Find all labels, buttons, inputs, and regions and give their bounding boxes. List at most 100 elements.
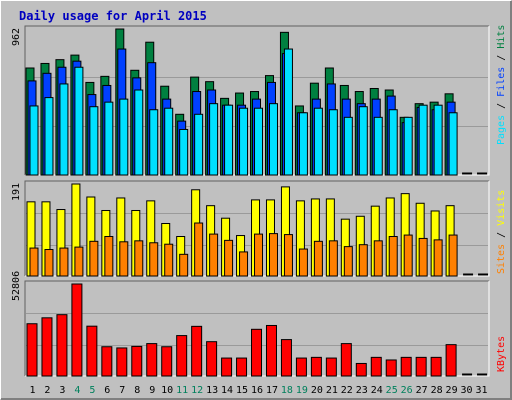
kbytes-legend: KBytes <box>496 336 507 372</box>
pages-bar <box>358 106 368 176</box>
pages-bar <box>74 66 84 176</box>
kbytes-bar-fill <box>400 356 412 377</box>
kbytes-bar <box>116 347 128 377</box>
x-tick-label: 6 <box>104 385 110 396</box>
pages-bar <box>89 106 99 176</box>
sites-bar <box>433 239 443 277</box>
kbytes-bar <box>430 356 442 377</box>
kbytes-bar-fill <box>415 356 427 377</box>
kbytes-bar-fill <box>295 357 307 377</box>
pages-bar-fill <box>448 112 458 176</box>
sites-bar <box>29 247 39 277</box>
kbytes-bar <box>146 343 158 377</box>
pages-bar <box>343 116 353 176</box>
pages-bar-fill <box>179 128 189 176</box>
sites-bar <box>224 239 234 277</box>
kbytes-bar-fill <box>325 357 337 377</box>
x-tick-label: 10 <box>161 385 173 396</box>
x-tick-label: 26 <box>401 385 413 396</box>
kbytes-bar-fill <box>206 341 218 377</box>
x-tick-label: 30 <box>461 385 473 396</box>
kbytes-bar-fill <box>146 343 158 377</box>
pages-bar <box>388 109 398 176</box>
kbytes-bar-fill <box>191 325 203 377</box>
sites-bar-fill <box>328 240 338 277</box>
x-tick-label: 1 <box>29 385 35 396</box>
pages-bar <box>164 107 174 176</box>
pages-bar-fill <box>104 101 114 176</box>
pages-bar <box>283 48 293 176</box>
sites-bar <box>119 241 129 277</box>
pages-bar-fill <box>89 106 99 176</box>
sites-bar-fill <box>313 240 323 277</box>
sites-bar <box>179 253 189 277</box>
pages-bar-fill <box>418 104 428 176</box>
sites-bar <box>89 240 99 277</box>
sites-bar <box>343 246 353 277</box>
sites-bar-fill <box>268 233 278 277</box>
sites-bar <box>388 236 398 277</box>
sites-bar-fill <box>224 239 234 277</box>
sites-bar <box>239 251 249 277</box>
kbytes-bar <box>71 283 83 377</box>
kbytes-bar-fill <box>430 356 442 377</box>
pages-bar-fill <box>373 116 383 176</box>
x-tick-label: 11 <box>176 385 188 396</box>
hits-legend: Pages / Files / Hits <box>496 25 507 145</box>
pages-bar <box>209 103 219 176</box>
pages-bar <box>418 104 428 176</box>
kbytes-bar-fill <box>176 335 188 377</box>
pages-bar <box>104 101 114 176</box>
sites-bar <box>313 240 323 277</box>
kbytes-bar-fill <box>310 356 322 377</box>
sites-bar <box>403 234 413 277</box>
x-tick-label: 2 <box>44 385 50 396</box>
pages-bar-fill <box>59 83 69 176</box>
pages-bar <box>239 107 249 176</box>
x-tick-label: 27 <box>416 385 428 396</box>
visits-panel-plot-border-dark <box>24 180 489 276</box>
pages-bar-fill <box>433 104 443 176</box>
pages-bar <box>224 104 234 176</box>
visits-legend: Sites / Visits <box>496 190 507 274</box>
kbytes-bar <box>355 362 367 377</box>
kbytes-bar <box>295 357 307 377</box>
pages-bar-fill <box>194 113 204 176</box>
x-tick-label: 22 <box>341 385 353 396</box>
kbytes-bar <box>370 356 382 377</box>
kbytes-bar <box>86 325 98 377</box>
pages-bar-fill <box>149 109 159 176</box>
sites-bar <box>134 240 144 277</box>
pages-bar <box>433 104 443 176</box>
kbytes-bar <box>206 341 218 377</box>
pages-bar <box>194 113 204 176</box>
kbytes-bar <box>310 356 322 377</box>
hits-legend-item: / <box>496 97 507 115</box>
x-tick-label: 25 <box>386 385 398 396</box>
pages-bar <box>373 116 383 176</box>
pages-bar-fill <box>164 107 174 176</box>
sites-bar-fill <box>164 243 174 277</box>
sites-bar-fill <box>179 253 189 277</box>
pages-bar-fill <box>268 103 278 176</box>
x-tick-label: 14 <box>221 385 233 396</box>
pages-bar-fill <box>254 107 264 176</box>
kbytes-bar-fill <box>161 346 173 377</box>
kbytes-bar-fill <box>26 323 38 377</box>
x-tick-label: 28 <box>431 385 443 396</box>
kbytes-bar <box>325 357 337 377</box>
pages-bar-fill <box>343 116 353 176</box>
x-tick-label: 7 <box>119 385 125 396</box>
x-tick-label: 9 <box>149 385 155 396</box>
hits-panel-plot-border-dark <box>24 25 489 175</box>
kbytes-bar-fill <box>340 343 352 377</box>
sites-bar-fill <box>104 236 114 277</box>
sites-bar <box>268 233 278 277</box>
pages-bar-fill <box>119 98 129 176</box>
pages-bar-fill <box>388 109 398 176</box>
kbytes-bar <box>221 357 233 377</box>
kbytes-bar-fill <box>236 357 248 377</box>
kbytes-bar-fill <box>41 317 53 377</box>
x-tick-label: 16 <box>251 385 263 396</box>
